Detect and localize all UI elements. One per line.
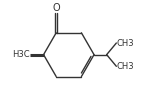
Text: CH3: CH3 [117,38,134,48]
Text: H3C: H3C [12,50,30,59]
Text: O: O [52,3,60,13]
Text: CH3: CH3 [117,62,134,71]
